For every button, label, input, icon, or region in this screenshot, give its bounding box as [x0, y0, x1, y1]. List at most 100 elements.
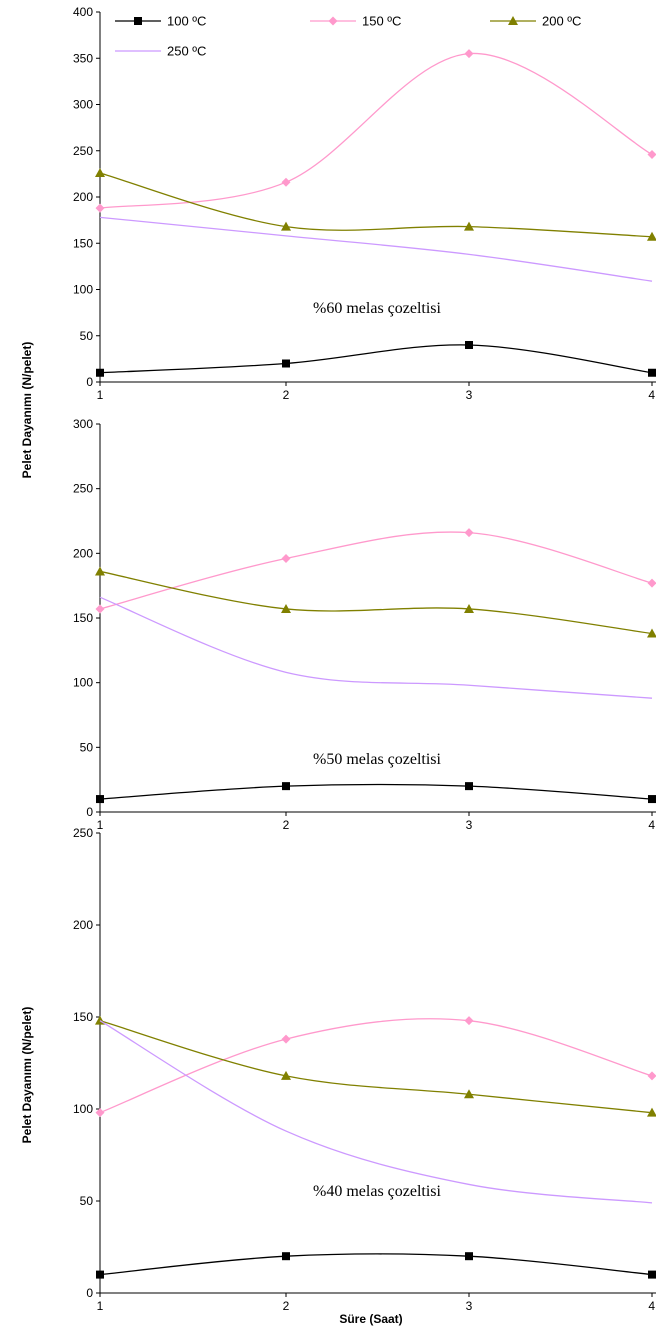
panel-1-data-point: [95, 203, 105, 213]
legend-item: 100 ºC: [115, 14, 206, 29]
panel-1-series-line: [99, 344, 653, 374]
panel-2-y-tick-label: 100: [73, 676, 93, 690]
legend-label: 250 ºC: [167, 44, 206, 59]
panel-3-data-point: [648, 1270, 656, 1279]
panel-1-y-tick-label: 0: [86, 375, 93, 389]
panel-2-data-point: [95, 566, 105, 576]
panel-3-x-tick-label: 3: [466, 1299, 473, 1313]
panel-3-y-tick-label: 250: [73, 826, 93, 840]
panel-1-data-point: [465, 341, 473, 349]
panel-1-data-point: [282, 359, 290, 368]
panel-1-x-tick-label: 4: [648, 388, 655, 402]
panel-1-y-tick-label: 50: [80, 329, 94, 343]
legend: 100 ºC 150 ºC 200 ºC 250 ºC: [115, 14, 581, 59]
legend-swatch-marker: [328, 16, 338, 26]
panel-2-data-point: [647, 628, 656, 638]
panel-1-x-tick-label: 1: [97, 388, 104, 402]
panel-3-data-point: [465, 1252, 473, 1261]
panel-1-series-line: [99, 172, 653, 238]
panel-1-data-point: [647, 149, 656, 159]
panel-3-data-point: [647, 1071, 656, 1081]
x-axis-label: Süre (Saat): [339, 1312, 402, 1326]
panel-1-y-tick-label: 400: [73, 5, 93, 19]
panel-1-data-point: [648, 368, 656, 377]
panel-3-y-tick-label: 50: [80, 1194, 94, 1208]
panel-1-y-tick-label: 150: [73, 236, 93, 250]
panel-1-data-point: [281, 177, 291, 187]
panel-2-data-point: [464, 528, 474, 538]
panel-2-y-tick-label: 0: [86, 805, 93, 819]
panel-3-series-line: [99, 1253, 653, 1276]
panel-3-data-point: [281, 1034, 291, 1044]
y-axis-label-bottom: Pelet Dayanımı (N/pelet): [20, 1007, 34, 1144]
panel-3-x-tick-label: 4: [648, 1299, 655, 1313]
panel-2-data-point: [464, 603, 474, 613]
panel-3-data-point: [464, 1089, 474, 1099]
panel-1-series-line: [99, 216, 653, 282]
panel-3-series-line: [99, 1020, 653, 1114]
panel-2-series-line: [99, 783, 653, 800]
panel-3-y-tick-label: 100: [73, 1102, 93, 1116]
panel-1-x-tick-label: 2: [283, 388, 290, 402]
panel-3-annotation: %40 melas çozeltisi: [313, 1183, 442, 1200]
panel-3-y-tick-label: 150: [73, 1010, 93, 1024]
panel-2-x-tick-label: 1: [97, 818, 104, 832]
panel-2-y-tick-label: 150: [73, 611, 93, 625]
panel-3-series-line: [99, 1018, 653, 1114]
panel-3-series-line: [99, 1020, 653, 1204]
y-axis-label-top: Pelet Dayanımı (N/pelet): [20, 342, 34, 479]
panel-3-data-point: [464, 1016, 474, 1026]
panel-1-y-tick-label: 250: [73, 144, 93, 158]
panel-3-data-point: [95, 1108, 105, 1118]
legend-item: 250 ºC: [115, 44, 206, 59]
panel-1-data-point: [464, 49, 474, 59]
panel-1-y-tick-label: 300: [73, 98, 93, 112]
panel-2-y-tick-label: 200: [73, 546, 93, 560]
panel-3-data-point: [282, 1252, 290, 1261]
panel-2-series-line: [99, 570, 653, 635]
panel-3-data-point: [96, 1270, 104, 1279]
panel-2-data-point: [96, 795, 104, 804]
legend-swatch-marker: [134, 17, 142, 25]
panel-1-y-tick-label: 200: [73, 190, 93, 204]
panel-2-data-point: [282, 782, 290, 791]
panel-2-y-tick-label: 50: [80, 740, 94, 754]
panel-1-data-point: [281, 221, 291, 231]
panel-3-data-point: [281, 1070, 291, 1080]
panel-1-series-line: [99, 52, 653, 209]
panel-3-data-point: [647, 1107, 656, 1117]
panel-2-data-point: [465, 782, 473, 791]
panel-2-x-tick-label: 2: [283, 818, 290, 832]
panel-3: 0 50 100 150 200 250 1 2 3 4 %40 melas çozeltisi: [73, 826, 656, 1313]
legend-item: 200 ºC: [490, 14, 581, 29]
panel-2-y-tick-label: 300: [73, 417, 93, 431]
panel-1: 0 50 100 150 200 250 300 350 400 1 2 3 4 %60 melas ço…: [73, 5, 656, 402]
panel-2-y-tick-label: 250: [73, 482, 93, 496]
panel-1-y-tick-label: 350: [73, 51, 93, 65]
panel-2-data-point: [281, 603, 291, 613]
panel-2-series-line: [99, 531, 653, 610]
legend-label: 200 ºC: [542, 14, 581, 29]
legend-item: 150 ºC: [310, 14, 401, 29]
panel-3-y-tick-label: 0: [86, 1286, 93, 1300]
panel-1-annotation: %60 melas çozeltisi: [313, 300, 442, 317]
panel-1-data-point: [647, 231, 656, 241]
legend-label: 100 ºC: [167, 14, 206, 29]
panel-3-x-tick-label: 2: [283, 1299, 290, 1313]
panel-1-x-tick-label: 3: [466, 388, 473, 402]
panel-3-x-tick-label: 1: [97, 1299, 104, 1313]
panel-1-data-point: [96, 368, 104, 377]
legend-label: 150 ºC: [362, 14, 401, 29]
panel-1-data-point: [464, 221, 474, 231]
legend-swatch-marker: [508, 16, 518, 25]
panel-1-y-tick-label: 100: [73, 283, 93, 297]
panel-2-series-line: [99, 596, 653, 699]
panel-2-data-point: [647, 578, 656, 588]
panel-2-data-point: [281, 554, 291, 564]
panel-2: 0 50 100 150 200 250 300 1 2 3 4 %50 melas çozeltis…: [73, 417, 656, 832]
panel-2-annotation: %50 melas çozeltisi: [313, 751, 442, 768]
panel-2-x-tick-label: 4: [648, 818, 655, 832]
panel-2-x-tick-label: 3: [466, 818, 473, 832]
